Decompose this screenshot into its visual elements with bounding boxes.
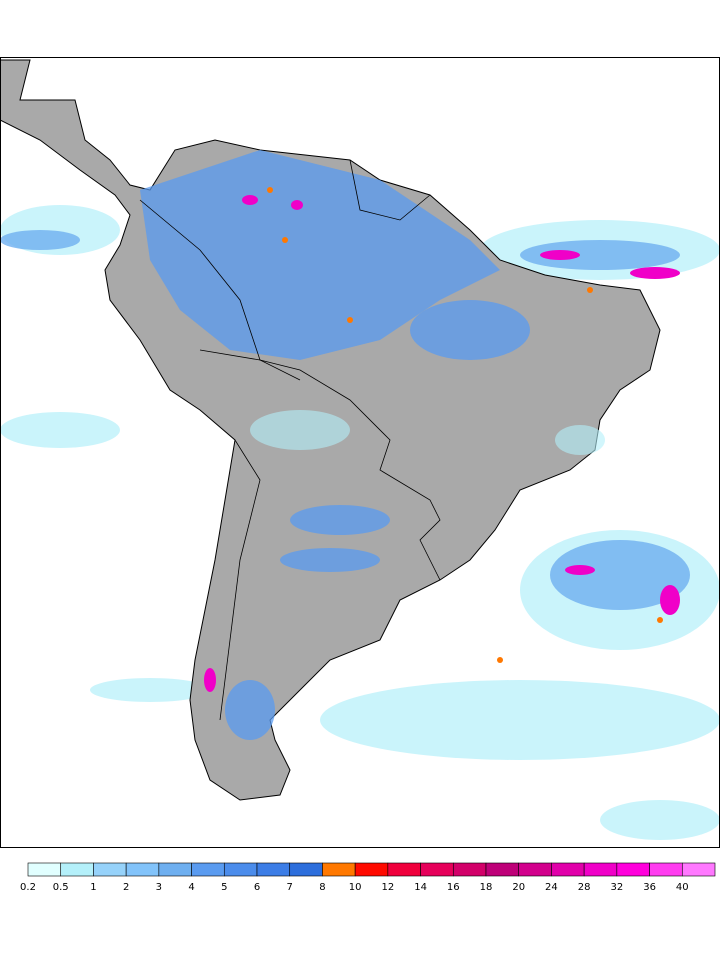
legend-swatch xyxy=(93,862,127,877)
legend-swatch xyxy=(354,862,389,877)
legend-swatch xyxy=(60,862,94,877)
legend-swatch xyxy=(223,862,258,877)
legend-label: 16 xyxy=(447,882,460,893)
land-rain-light xyxy=(250,410,605,455)
legend-label: 3 xyxy=(156,882,162,893)
ocean-rain xyxy=(0,205,720,840)
legend: 0.2 0.5 1 2 3 4 5 6 7 8 10 12 14 16 18 20 24 28 32 36 40 xyxy=(20,862,716,893)
legend-swatch xyxy=(289,862,323,877)
legend-label: 18 xyxy=(480,882,493,893)
legend-swatch xyxy=(452,862,487,877)
legend-label: 24 xyxy=(545,882,558,893)
legend-label: 7 xyxy=(287,882,293,893)
moderate-cells xyxy=(267,187,663,663)
legend-swatch xyxy=(27,862,62,877)
legend-swatch xyxy=(158,862,192,877)
legend-swatch xyxy=(420,862,454,877)
legend-label: 32 xyxy=(610,882,623,893)
land-rain xyxy=(140,150,530,740)
legend-swatch xyxy=(681,862,716,877)
legend-label: 0.2 xyxy=(20,882,36,893)
legend-swatch xyxy=(256,862,291,877)
legend-swatch xyxy=(518,862,552,877)
legend-label: 36 xyxy=(643,882,656,893)
ocean-rain-heavy xyxy=(0,230,690,610)
legend-label: 28 xyxy=(578,882,591,893)
legend-label: 40 xyxy=(676,882,689,893)
legend-swatch xyxy=(485,862,520,877)
legend-label: 1 xyxy=(90,882,96,893)
legend-label: 0.5 xyxy=(53,882,69,893)
legend-label: 10 xyxy=(349,882,362,893)
legend-label: 2 xyxy=(123,882,129,893)
borders xyxy=(139,159,441,721)
legend-swatch xyxy=(191,862,225,877)
legend-label: 5 xyxy=(221,882,227,893)
legend-swatch xyxy=(551,862,585,877)
legend-swatch xyxy=(125,862,160,877)
legend-label: 8 xyxy=(319,882,325,893)
heavy-cells xyxy=(204,195,680,692)
legend-label: 12 xyxy=(381,882,394,893)
legend-label: 6 xyxy=(254,882,260,893)
legend-swatch xyxy=(649,862,683,877)
legend-label: 20 xyxy=(512,882,525,893)
map-panel xyxy=(0,57,720,848)
legend-label: 4 xyxy=(188,882,194,893)
legend-swatch xyxy=(616,862,650,877)
legend-swatch xyxy=(387,862,421,877)
legend-swatch xyxy=(583,862,618,877)
legend-label: 14 xyxy=(414,882,427,893)
legend-swatch xyxy=(322,862,356,877)
